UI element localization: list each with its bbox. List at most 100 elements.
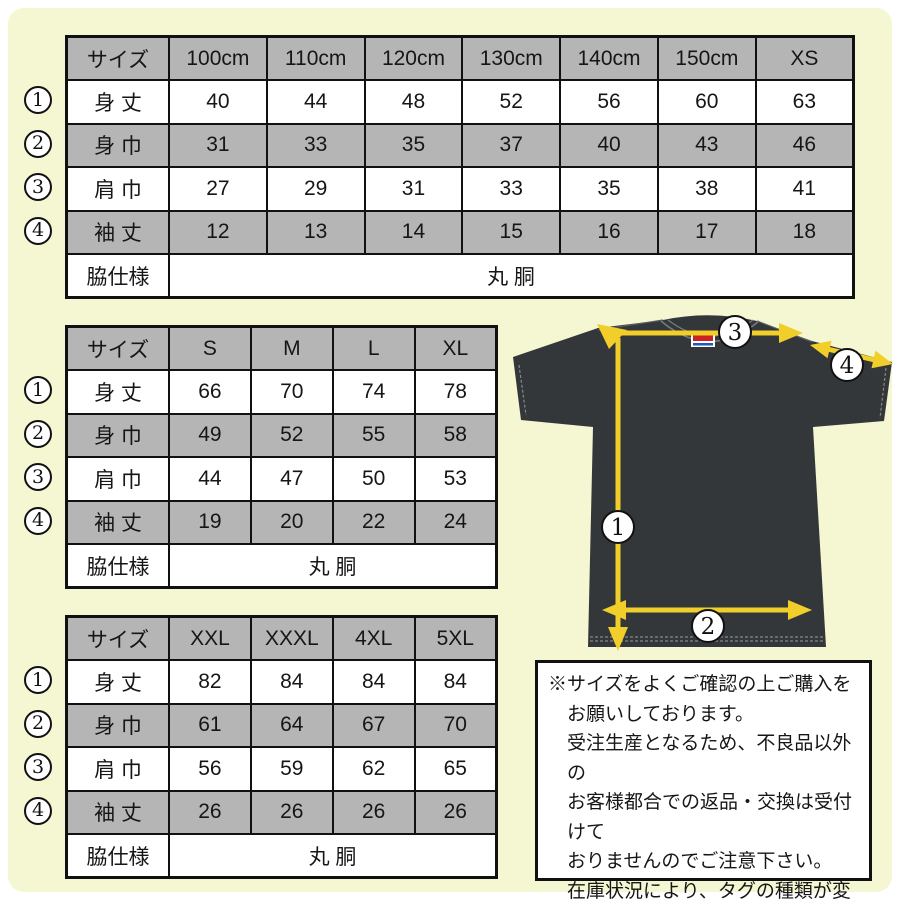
measure-row-身丈: 身 丈 66 70 74 78: [65, 369, 498, 415]
measure-row-身巾: 身 巾 49 52 55 58: [65, 412, 498, 458]
measure-value: 33: [265, 122, 366, 168]
measure-value: 44: [265, 79, 366, 125]
measure-value: 19: [168, 499, 252, 545]
measure-value: 35: [363, 122, 464, 168]
measure-value: 15: [461, 209, 562, 255]
measure-value: 44: [168, 456, 252, 502]
measure-row-肩巾: 肩 巾 56 59 62 65: [65, 746, 498, 792]
column-header: 5XL: [413, 615, 498, 661]
measure-value: 84: [331, 659, 416, 705]
measure-number-column: 1 2 3 4: [24, 666, 52, 825]
circled-number-2: 2: [24, 709, 52, 738]
arrowhead-sleeve-top: [810, 340, 832, 359]
arrowhead-width-right: [788, 600, 812, 620]
header-row: サイズ XXL XXXL 4XL 5XL: [65, 615, 498, 661]
measure-value: 31: [168, 122, 268, 168]
size-table-adult-s-xl: サイズ S M L XL 身 丈 66 70 74 78 身 巾 49 52 55 58 肩 巾 44 47 50 5…: [65, 325, 498, 589]
footer-label: 脇仕様: [65, 253, 170, 299]
circled-number-3: 3: [24, 463, 52, 491]
row-label: 身 丈: [65, 79, 170, 125]
measure-value: 67: [331, 702, 416, 748]
measure-row-袖丈: 袖 丈 19 20 22 24: [65, 499, 498, 545]
measure-row-身丈: 身 丈 82 84 84 84: [65, 659, 498, 705]
measure-value: 26: [413, 789, 498, 835]
footer-row: 脇仕様丸 胴: [65, 833, 498, 879]
column-header: 150cm: [656, 35, 757, 81]
note-line: お客様都合での返品・交換は受付けて: [567, 792, 853, 843]
measure-value: 84: [249, 659, 334, 705]
column-header: サイズ: [65, 35, 170, 81]
circled-number-3: 3: [24, 173, 52, 201]
measure-value: 62: [331, 746, 416, 792]
header-row: サイズ 100cm 110cm 120cm 130cm 140cm 150cm XS: [65, 35, 855, 81]
measure-row-袖丈: 袖 丈 26 26 26 26: [65, 789, 498, 835]
arrowhead-shoulder-left: [597, 324, 627, 349]
measure-value: 56: [168, 746, 252, 792]
measure-value: 46: [754, 122, 855, 168]
arrowhead-length-bottom: [608, 627, 628, 651]
measure-number-column: 1 2 3 4: [24, 86, 52, 245]
measure-value: 16: [559, 209, 659, 255]
measure-row-肩巾: 肩 巾 27 29 31 33 35 38 41: [65, 166, 855, 212]
footer-label: 脇仕様: [65, 833, 170, 879]
column-header: 120cm: [363, 35, 464, 81]
note-line: 在庫状況により、タグの種類が変更に: [567, 880, 851, 900]
measure-value: 65: [413, 746, 498, 792]
footer-value: 丸 胴: [168, 253, 855, 299]
footer-value: 丸 胴: [168, 543, 498, 589]
tshirt-body: [513, 315, 892, 647]
size-table-adult-xxl-5xl: サイズ XXL XXXL 4XL 5XL 身 丈 82 84 84 84 身 巾 61 64 67 70 肩 …: [65, 615, 498, 879]
measure-value: 48: [363, 79, 464, 125]
measure-value: 38: [656, 166, 757, 212]
measure-value: 26: [249, 789, 334, 835]
measure-value: 52: [249, 412, 334, 458]
diagram-number-1: 1: [611, 515, 626, 541]
circled-number-1: 1: [24, 86, 52, 114]
purchase-note: ※サイズをよくご確認の上ご購入を お願いしております。 受注生産となるため、不良品以…: [535, 660, 872, 900]
diagram-number-2: 2: [701, 614, 716, 640]
footer-row: 脇仕様丸 胴: [65, 253, 855, 299]
measure-value: 31: [363, 166, 464, 212]
footer-value: 丸 胴: [168, 833, 498, 879]
measure-value: 74: [331, 369, 416, 415]
measure-value: 49: [168, 412, 252, 458]
measure-value: 53: [413, 456, 498, 502]
measure-row-身巾: 身 巾 31 33 35 37 40 43 46: [65, 122, 855, 168]
column-header: XXL: [168, 615, 252, 661]
diagram-number-3: 3: [728, 320, 743, 346]
measure-value: 43: [656, 122, 757, 168]
brand-tag: [691, 332, 715, 347]
measure-row-身巾: 身 巾 61 64 67 70: [65, 702, 498, 748]
measure-value: 27: [168, 166, 268, 212]
note-line: ※サイズをよくご確認の上ご購入を: [548, 674, 852, 695]
column-header: サイズ: [65, 325, 170, 371]
measure-value: 70: [413, 702, 498, 748]
measure-value: 40: [559, 122, 659, 168]
row-label: 身 巾: [65, 122, 170, 168]
footer-label: 脇仕様: [65, 543, 170, 589]
measure-value: 14: [363, 209, 464, 255]
measure-value: 13: [265, 209, 366, 255]
column-header: 4XL: [331, 615, 416, 661]
diagram-number-4: 4: [840, 353, 855, 379]
circled-number-2: 2: [24, 419, 52, 448]
measure-value: 66: [168, 369, 252, 415]
column-header: XXXL: [249, 615, 334, 661]
column-header: L: [331, 325, 416, 371]
measure-value: 84: [413, 659, 498, 705]
measure-value: 61: [168, 702, 252, 748]
column-header: XL: [413, 325, 498, 371]
arrowhead-shoulder-right: [779, 323, 803, 343]
measure-value: 47: [249, 456, 334, 502]
measure-value: 70: [249, 369, 334, 415]
note-line: おりませんのでご注意下さい。: [567, 851, 833, 872]
arrowhead-width-left: [602, 600, 626, 620]
measure-value: 29: [265, 166, 366, 212]
measure-row-肩巾: 肩 巾 44 47 50 53: [65, 456, 498, 502]
measure-value: 37: [461, 122, 562, 168]
measure-number-column: 1 2 3 4: [24, 376, 52, 535]
measure-value: 64: [249, 702, 334, 748]
arrowhead-sleeve-bottom: [871, 350, 893, 369]
measure-value: 63: [754, 79, 855, 125]
measure-value: 40: [168, 79, 268, 125]
